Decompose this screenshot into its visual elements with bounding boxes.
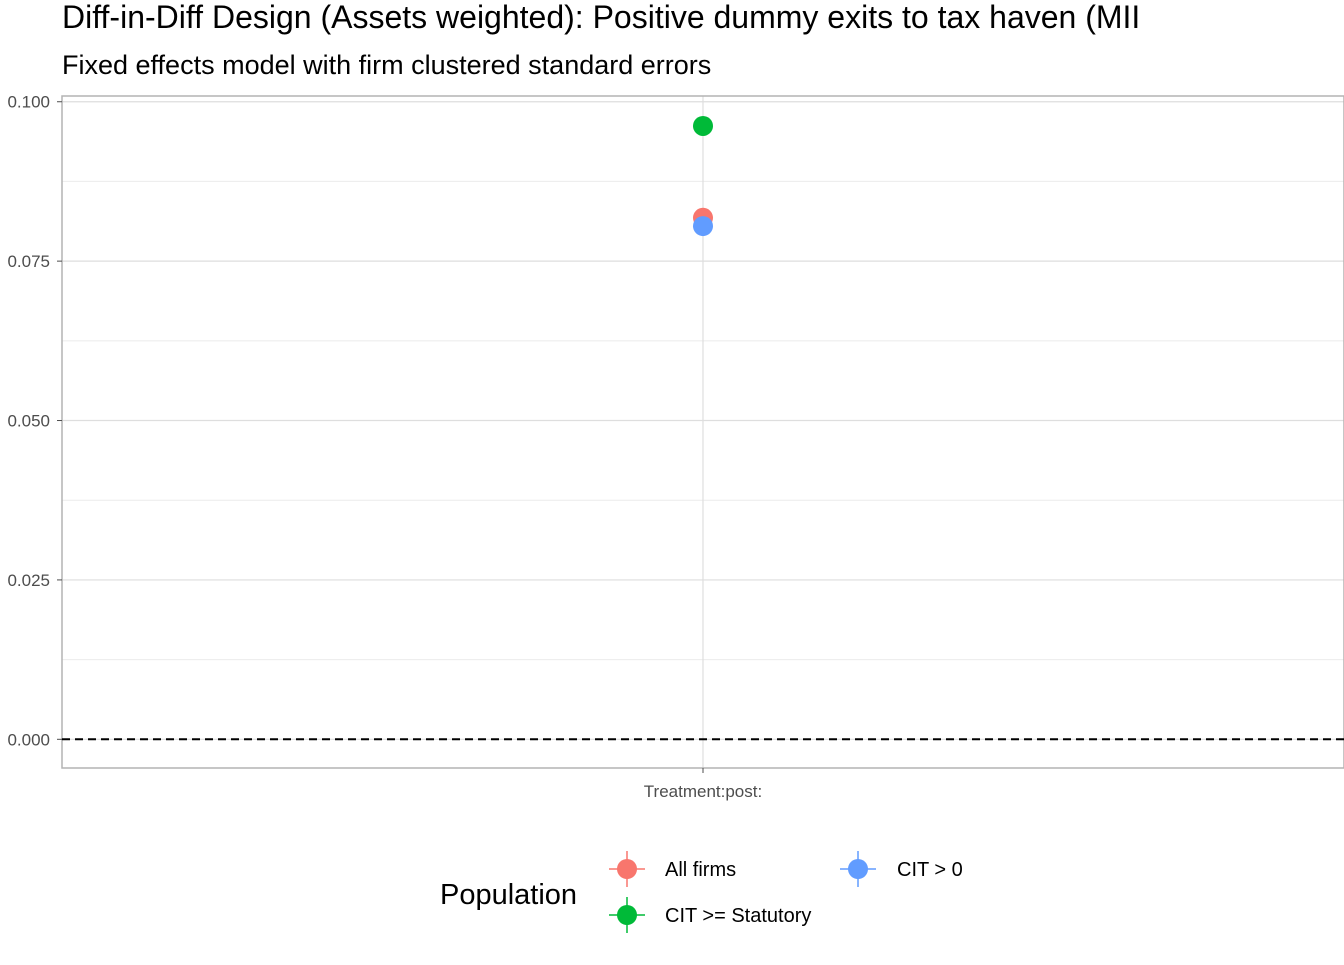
data-point bbox=[693, 115, 713, 136]
legend-title: Population bbox=[440, 879, 577, 911]
legend: Population All firms CIT > 0 CIT >= Statut… bbox=[440, 851, 963, 933]
legend-key-dot bbox=[848, 859, 868, 879]
legend-item: All firms bbox=[609, 851, 736, 887]
legend-label: All firms bbox=[665, 859, 736, 881]
chart-subtitle: Fixed effects model with firm clustered … bbox=[62, 50, 711, 80]
legend-key-dot bbox=[617, 859, 637, 879]
y-tick-label: 0.100 bbox=[7, 93, 50, 112]
y-tick-label: 0.025 bbox=[7, 571, 50, 590]
y-tick-label: 0.050 bbox=[7, 412, 50, 431]
legend-item: CIT >= Statutory bbox=[609, 897, 811, 933]
legend-label: CIT >= Statutory bbox=[665, 905, 811, 927]
plot-area: 0.000 0.025 0.050 0.075 0.100 Treatment:post: bbox=[7, 93, 1344, 801]
data-point bbox=[693, 216, 713, 237]
x-tick-label: Treatment:post: bbox=[644, 782, 762, 801]
y-tick-label: 0.075 bbox=[7, 252, 50, 271]
chart-title: Diff-in-Diff Design (Assets weighted): P… bbox=[62, 0, 1140, 35]
legend-key-dot bbox=[617, 905, 637, 925]
legend-label: CIT > 0 bbox=[897, 859, 963, 881]
legend-item: CIT > 0 bbox=[840, 851, 963, 887]
y-tick-label: 0.000 bbox=[7, 730, 50, 749]
